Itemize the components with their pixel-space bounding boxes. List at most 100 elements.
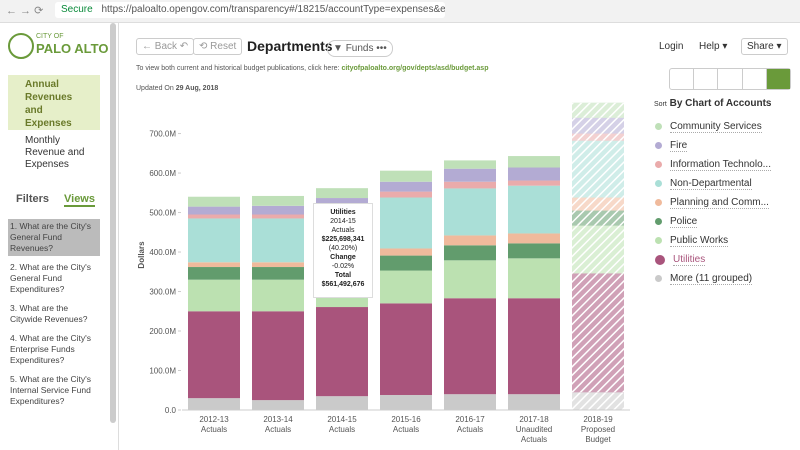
sort[interactable]: Sort — [654, 101, 667, 108]
y-tick-label: 700.0M — [149, 130, 176, 139]
legend-label: Non-Departmental — [670, 177, 752, 190]
bar-segment — [316, 188, 368, 199]
bar-segment — [444, 188, 496, 236]
y-tick-label: 600.0M — [149, 169, 176, 178]
hatch — [572, 273, 624, 393]
tt-total-label: Total — [334, 272, 352, 279]
nav-arrows[interactable]: ← → ⟳ — [6, 5, 44, 17]
bar-segment — [508, 394, 560, 410]
nav-item: Annual Revenues and Expenses — [25, 79, 73, 129]
updated-label: Updated On — [136, 85, 174, 92]
chart-type[interactable] — [694, 69, 719, 89]
reset-button[interactable]: ⟲ Reset — [193, 38, 243, 55]
nav-item[interactable]: Monthly Revenue and Expenses — [25, 135, 85, 170]
legend-label: Fire — [670, 139, 688, 152]
bar-segment — [380, 255, 432, 271]
bar-segment — [444, 160, 496, 169]
funds-button[interactable]: ▼ Funds ••• — [327, 40, 393, 57]
chart-type[interactable] — [743, 69, 767, 89]
page-title: Departments — [247, 38, 333, 54]
nav-active[interactable]: Annual Revenues and Expenses — [8, 75, 100, 130]
bar-segment — [252, 214, 304, 219]
bar-segment — [380, 394, 432, 410]
bar-segment — [188, 218, 240, 263]
secure: Secure — [61, 4, 93, 15]
legend: Community Services Fire Information Techno… — [655, 117, 795, 288]
bar-segment — [444, 181, 496, 189]
y-tick-label: 0.0 — [165, 406, 177, 415]
login[interactable]: Login — [659, 41, 684, 52]
hatch — [572, 225, 624, 274]
legend-label: Utilities — [673, 253, 706, 266]
help[interactable]: Help ▾ — [699, 41, 728, 52]
y-tick-label: 500.0M — [149, 209, 176, 218]
bar-segment — [380, 181, 432, 192]
label: Help — [699, 41, 720, 52]
tt-period: 2014-15 — [330, 218, 356, 225]
legend-item[interactable]: Community Services — [655, 117, 795, 136]
legend-item[interactable]: Public Works — [655, 231, 795, 250]
legend-swatch — [655, 218, 662, 225]
browser-bar: ← → ⟳ Secure https://paloalto.opengov.co… — [0, 0, 800, 23]
hatch — [572, 210, 624, 226]
view-item[interactable]: 1. What are the City's General Fund Reve… — [8, 219, 100, 256]
tt-value: $225,698,341 — [321, 236, 365, 243]
bar-segment — [508, 258, 560, 299]
link[interactable]: cityofpaloalto.org/gov/depts/asd/budget.… — [341, 65, 489, 72]
bar-segment — [252, 279, 304, 312]
bar-segment — [380, 197, 432, 249]
legend-swatch — [655, 180, 662, 187]
legend-label: More (11 grouped) — [670, 272, 753, 285]
logo-small: CITY OF — [36, 33, 64, 40]
legend-label: Information Technolo... — [670, 158, 771, 171]
bar-segment — [380, 170, 432, 182]
tab[interactable]: Views — [64, 193, 95, 207]
url-bar[interactable]: Secure https://paloalto.opengov.com/tran… — [55, 2, 445, 18]
view-item[interactable]: 4. What are the City's Enterprise Funds … — [10, 333, 91, 365]
legend-item[interactable]: Non-Departmental — [655, 174, 795, 193]
legend-item[interactable]: Planning and Comm... — [655, 193, 795, 212]
legend-label: Police — [670, 215, 698, 228]
bar-segment — [508, 156, 560, 168]
view-item[interactable]: 3. What are the Citywide Revenues? — [10, 303, 88, 324]
legend-item[interactable]: Police — [655, 212, 795, 231]
tt-total: $561,492,676 — [321, 281, 365, 288]
tt-period-sub: Actuals — [331, 227, 355, 234]
label: Funds — [345, 43, 374, 54]
legend-swatch — [655, 142, 662, 149]
chart-type[interactable] — [718, 69, 743, 89]
x-tick-label: 2018-19 Proposed Budget — [581, 415, 615, 444]
legend-swatch — [655, 161, 662, 168]
legend-item[interactable]: Fire — [655, 136, 795, 155]
bar-segment — [444, 298, 496, 395]
tab[interactable]: Filters — [16, 193, 50, 205]
legend-item[interactable]: More (11 grouped) — [655, 269, 795, 288]
x-tick-label: 2012-13 Actuals — [199, 415, 229, 434]
sort-by[interactable]: By Chart of Accounts — [669, 98, 772, 109]
view-item[interactable]: 5. What are the City's Internal Service … — [10, 374, 91, 406]
share[interactable]: Share ▾ — [741, 38, 788, 55]
bar-segment — [444, 235, 496, 246]
legend-swatch — [655, 237, 662, 244]
url: https://paloalto.opengov.com/transparenc… — [101, 4, 445, 15]
tt-series: Utilities — [330, 209, 356, 216]
bar-segment — [444, 168, 496, 182]
legend-item[interactable]: Information Technolo... — [655, 155, 795, 174]
legend-item[interactable]: Utilities — [655, 250, 795, 269]
bar-segment — [188, 311, 240, 399]
bar-segment — [444, 245, 496, 261]
bar-segment — [380, 303, 432, 395]
scrollbar[interactable] — [110, 23, 116, 423]
x-tick-label: 2014-15 Actuals — [327, 415, 357, 434]
legend-swatch — [655, 254, 665, 265]
y-tick-label: 200.0M — [149, 327, 176, 336]
chart-type-active[interactable] — [766, 69, 791, 89]
bar-segment — [252, 262, 304, 268]
bar-segment — [252, 218, 304, 263]
bar-segment — [380, 270, 432, 304]
chart-type[interactable] — [670, 69, 695, 89]
view-item[interactable]: 2. What are the City's General Fund Expe… — [10, 262, 91, 294]
bar-segment — [508, 180, 560, 186]
back-button[interactable]: ← Back ↶ — [136, 38, 195, 55]
bar-segment — [508, 185, 560, 234]
